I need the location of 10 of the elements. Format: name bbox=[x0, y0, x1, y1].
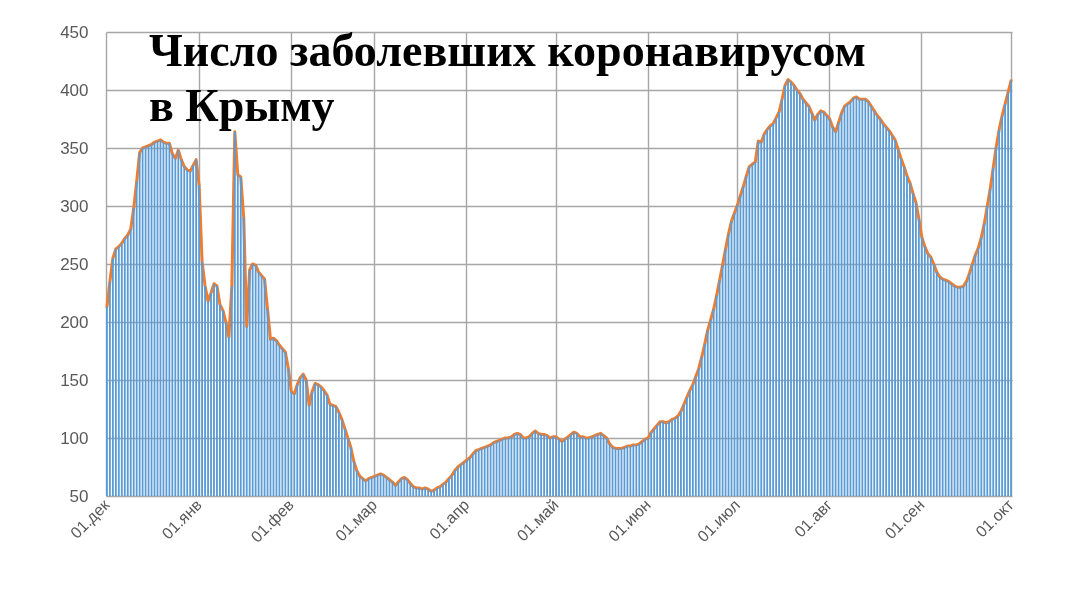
y-tick-label: 450 bbox=[60, 22, 89, 42]
y-tick-label: 300 bbox=[60, 196, 89, 216]
chart-title: Число заболевших коронавирусом в Крыму bbox=[149, 25, 866, 131]
y-tick-label: 250 bbox=[60, 254, 89, 274]
y-tick-label: 50 bbox=[69, 486, 89, 506]
y-tick-label: 350 bbox=[60, 138, 89, 158]
y-tick-label: 200 bbox=[60, 312, 89, 332]
y-tick-label: 100 bbox=[60, 428, 89, 448]
y-tick-label: 400 bbox=[60, 80, 89, 100]
y-tick-label: 150 bbox=[60, 370, 89, 390]
